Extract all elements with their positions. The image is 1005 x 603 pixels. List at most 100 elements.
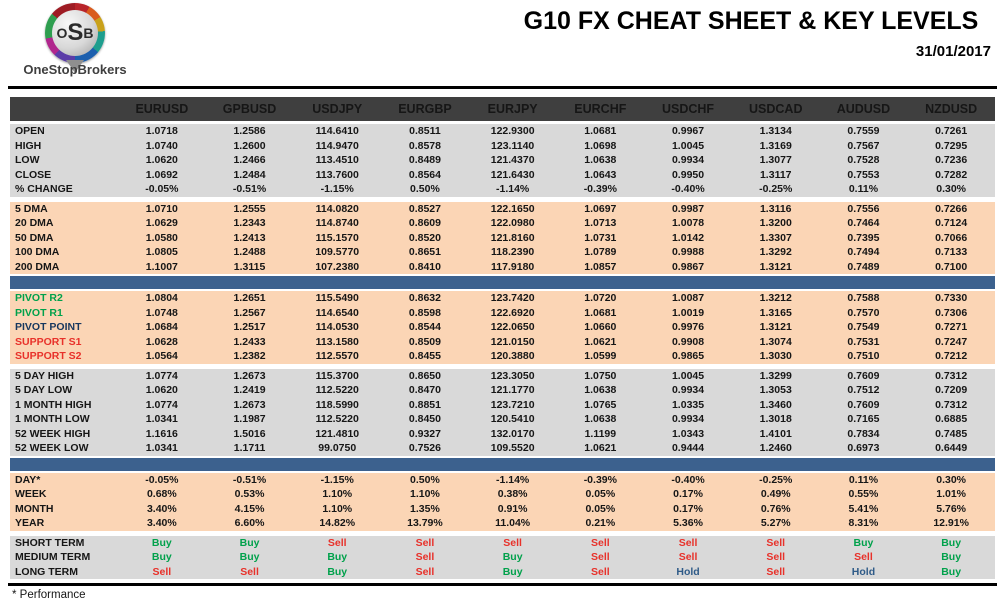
cell: -1.14%: [496, 473, 530, 486]
cell: 1.5016: [233, 427, 266, 440]
cell: 13.79%: [407, 517, 443, 529]
cell: 0.7395: [847, 231, 880, 244]
cell: 1.3292: [759, 246, 792, 258]
cell: 0.8651: [408, 246, 441, 258]
cell: 1.2673: [233, 398, 266, 411]
cell: 1.10%: [322, 502, 353, 515]
cell: 1.0750: [584, 369, 617, 382]
row-label: CLOSE: [15, 168, 52, 181]
cell: 1.2586: [233, 125, 266, 137]
cell: 0.8450: [408, 413, 441, 425]
cell: -0.51%: [232, 473, 267, 486]
table-row: 50 DMA 1.0580 1.2413 115.1570 0.8520 121.8160…: [10, 231, 995, 246]
cell: 0.7236: [935, 154, 968, 166]
cell: 0.7282: [935, 168, 968, 181]
cell: 0.7247: [935, 335, 968, 348]
cell: 120.5410: [490, 413, 535, 425]
report-date: 31/01/2017: [915, 43, 991, 60]
cell: 1.0045: [671, 369, 705, 382]
cell: 11.04%: [495, 517, 531, 529]
cell: 115.5490: [315, 292, 359, 304]
table-row: HIGH 1.0740 1.2600 114.9470 0.8578 123.1140 1.…: [10, 139, 995, 154]
cell: 1.3460: [759, 398, 792, 411]
cell: 1.0684: [145, 321, 178, 333]
cell: 0.7124: [935, 217, 968, 229]
row-label: PIVOT R1: [15, 306, 63, 319]
cell: 1.0660: [584, 321, 617, 333]
cell: 0.7494: [847, 246, 880, 258]
cell: 1.0697: [584, 202, 617, 215]
table-row: SHORT TERM Buy Buy Sell Sell Sell Sell Sell Sell…: [10, 536, 995, 551]
cell: 5.41%: [848, 502, 879, 515]
cell: 1.0681: [584, 125, 617, 137]
cell: 12.91%: [933, 517, 969, 529]
cell: -0.25%: [759, 183, 793, 195]
cell: 1.0681: [584, 306, 617, 319]
cell: 1.3117: [759, 168, 792, 181]
cell: 1.3121: [759, 260, 792, 273]
row-label: WEEK: [15, 488, 47, 500]
cell: Hold: [851, 565, 876, 578]
cell: 0.7261: [935, 125, 968, 137]
cell: 0.7567: [847, 139, 880, 152]
cell: 109.5770: [315, 246, 360, 258]
cell: 1.2433: [233, 335, 266, 348]
cell: 118.2390: [491, 246, 535, 258]
cell: 5.36%: [673, 517, 703, 529]
cell: Buy: [853, 536, 874, 549]
cell: 1.3018: [759, 413, 792, 425]
cell: 1.3299: [759, 369, 792, 382]
cell: 0.7312: [935, 369, 968, 382]
cell: 0.05%: [585, 502, 616, 515]
cell: 0.7834: [847, 427, 880, 440]
cell: 1.0621: [584, 442, 617, 454]
table-section: OPEN 1.0718 1.2586 114.6410 0.8511 122.9300 1.…: [10, 124, 995, 197]
row-label: DAY*: [15, 473, 41, 486]
cell: 114.9470: [315, 139, 359, 152]
cell: 1.0620: [145, 154, 178, 166]
cell: 122.1650: [490, 202, 535, 215]
cell: 0.7330: [935, 292, 968, 304]
table-row: SUPPORT S2 1.0564 1.2382 112.5570 0.8455 120.…: [10, 349, 995, 364]
cell: 121.4370: [490, 154, 535, 166]
cell: 0.7609: [847, 369, 880, 382]
cell: 1.1199: [584, 427, 617, 440]
cell: Sell: [590, 551, 610, 563]
cell: 1.0638: [584, 413, 617, 425]
cell: Sell: [590, 536, 610, 549]
cell: Sell: [678, 536, 698, 549]
cell: -1.15%: [320, 183, 354, 195]
column-header: AUDUSD: [836, 102, 891, 116]
cell: 122.6920: [490, 306, 535, 319]
cell: 113.1580: [315, 335, 359, 348]
logo-brand-name: OneStopBrokers: [23, 62, 127, 77]
cell: 1.1616: [145, 427, 178, 440]
cell: 1.2517: [233, 321, 266, 333]
column-header: EURUSD: [135, 102, 189, 116]
row-label: 200 DMA: [15, 260, 60, 273]
row-label: 50 DMA: [15, 231, 54, 244]
row-label: PIVOT R2: [15, 292, 63, 304]
cell: Buy: [327, 551, 348, 563]
cell: 114.8740: [315, 217, 359, 229]
table-row: OPEN 1.0718 1.2586 114.6410 0.8511 122.9300 1.…: [10, 124, 995, 139]
performance-footnote: * Performance: [12, 589, 86, 601]
cell: 121.4810: [315, 427, 360, 440]
cell: 113.7600: [315, 168, 359, 181]
cell: 3.40%: [146, 517, 177, 529]
column-header: EURCHF: [574, 102, 627, 116]
cell: 114.0820: [315, 202, 359, 215]
cell: 1.0019: [671, 306, 705, 319]
table-row: 20 DMA 1.0629 1.2343 114.8740 0.8609 122.0980…: [10, 216, 995, 231]
cell: Buy: [151, 551, 172, 563]
cell: 0.9976: [671, 321, 705, 333]
cell: 0.8511: [409, 125, 441, 137]
cell: Sell: [415, 565, 435, 578]
cell: 1.2484: [233, 168, 266, 181]
cell: 8.31%: [848, 517, 879, 529]
cell: 113.4510: [315, 154, 359, 166]
row-label: MONTH: [15, 502, 54, 515]
cell: 117.9180: [491, 260, 535, 273]
